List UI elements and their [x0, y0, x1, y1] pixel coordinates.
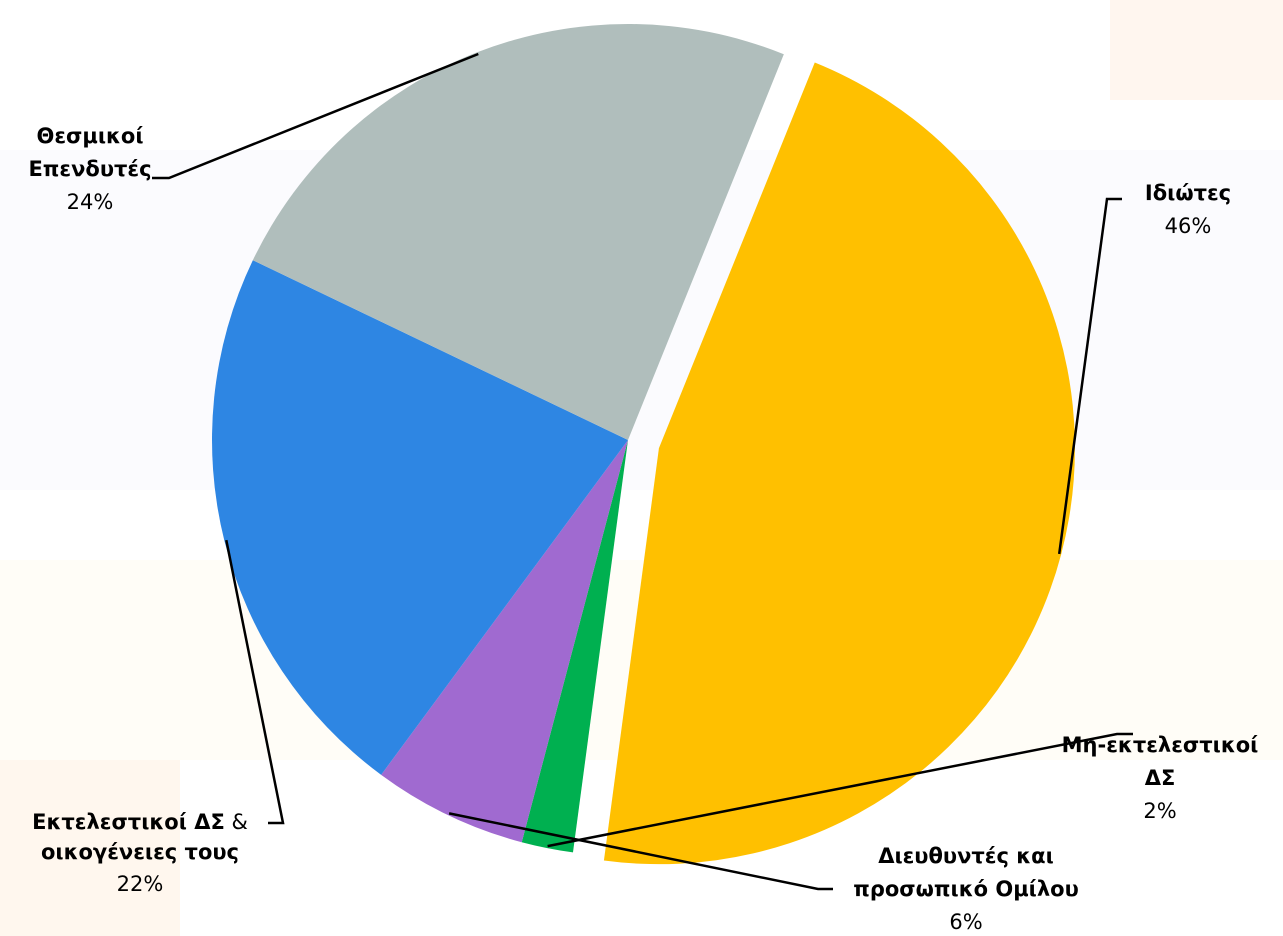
pie-slice [603, 62, 1075, 865]
pie-slice [381, 440, 628, 843]
label-percent: 22% [117, 872, 164, 896]
leader-line [152, 52, 479, 180]
label-percent: 46% [1165, 214, 1212, 238]
label-line2: Επενδυτές [28, 157, 151, 181]
pie-slice [252, 23, 784, 440]
label-line1: Ιδιώτες [1145, 181, 1231, 205]
label-slice-3: Εκτελεστικοί ΔΣ & οικογένειες τους 22% [32, 810, 248, 896]
label-line2: οικογένειες τους [41, 840, 239, 864]
label-line1-suffix: & [225, 810, 248, 834]
label-line2: προσωπικό Ομίλου [853, 877, 1079, 901]
label-line1: Διευθυντές και [878, 844, 1054, 868]
label-slice-0: Ιδιώτες 46% [1145, 181, 1231, 238]
leader-line [547, 732, 1133, 848]
leader-line [448, 812, 833, 891]
label-slice-1: Μη-εκτελεστικοί ΔΣ 2% [1062, 733, 1259, 823]
label-line1: Θεσμικοί [36, 124, 143, 148]
pie-slice [212, 260, 628, 775]
label-slice-2: Διευθυντές και προσωπικό Ομίλου 6% [853, 844, 1079, 934]
label-line1: Μη-εκτελεστικοί [1062, 733, 1259, 757]
pie-slice [521, 440, 628, 853]
leader-line [1057, 197, 1122, 555]
label-line1: Εκτελεστικοί ΔΣ [32, 810, 225, 834]
svg-text:Εκτελεστικοί ΔΣ &: Εκτελεστικοί ΔΣ & [32, 810, 248, 834]
label-percent: 2% [1143, 799, 1176, 823]
label-percent: 6% [949, 910, 982, 934]
label-percent: 24% [67, 190, 114, 214]
label-slice-4: Θεσμικοί Επενδυτές 24% [28, 124, 151, 214]
label-line2: ΔΣ [1145, 766, 1176, 790]
leader-line [225, 539, 285, 825]
